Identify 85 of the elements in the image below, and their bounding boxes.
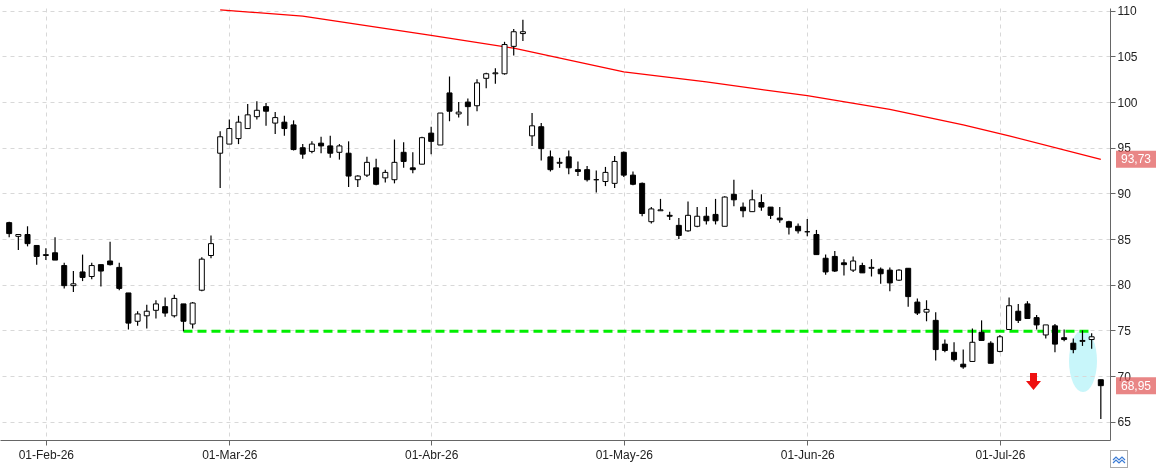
candlestick bbox=[474, 78, 481, 112]
y-tick-label: 105 bbox=[1117, 49, 1138, 64]
candlestick bbox=[840, 258, 847, 277]
candlestick bbox=[712, 198, 719, 226]
candlestick bbox=[226, 118, 233, 145]
candlestick bbox=[547, 149, 554, 173]
x-tick-label: 01-May-26 bbox=[595, 447, 654, 462]
candlestick bbox=[510, 28, 517, 57]
candlestick bbox=[740, 201, 747, 218]
x-tick-label: 01-Mar-26 bbox=[202, 447, 258, 462]
candlestick bbox=[730, 179, 737, 207]
candlestick bbox=[373, 158, 380, 186]
candlestick bbox=[272, 111, 279, 135]
candlestick bbox=[79, 254, 86, 282]
candlestick bbox=[162, 296, 169, 318]
candlestick bbox=[107, 241, 114, 267]
candlestick bbox=[244, 103, 251, 130]
candlestick bbox=[923, 299, 930, 322]
candlestick bbox=[345, 140, 352, 188]
candlestick bbox=[409, 151, 416, 174]
candlestick bbox=[428, 126, 435, 155]
y-tick-label: 100 bbox=[1117, 95, 1138, 110]
candlestick bbox=[1051, 323, 1058, 353]
candlestick bbox=[400, 141, 407, 169]
candlestick bbox=[97, 264, 104, 288]
candlestick bbox=[327, 135, 334, 159]
candlestick bbox=[464, 97, 471, 127]
candlestick bbox=[831, 250, 838, 273]
candlestick bbox=[813, 229, 820, 256]
candlestick bbox=[263, 102, 270, 127]
candlestick bbox=[675, 217, 682, 240]
candlestick bbox=[602, 166, 609, 187]
candlestick bbox=[253, 100, 260, 121]
x-tick-label: 01-Feb-26 bbox=[18, 447, 75, 462]
candlestick bbox=[143, 304, 150, 330]
candlestick bbox=[960, 348, 967, 370]
candlestick bbox=[685, 201, 692, 233]
candlestick bbox=[822, 254, 829, 276]
candlestick bbox=[538, 122, 545, 162]
x-tick-label: 01-Abr-26 bbox=[404, 447, 459, 462]
candlestick bbox=[61, 262, 68, 289]
y-tick-label: 90 bbox=[1117, 186, 1132, 201]
candlestick bbox=[749, 189, 756, 213]
candlestick bbox=[620, 150, 627, 178]
candlestick bbox=[42, 247, 49, 261]
text: 93,73 bbox=[1120, 152, 1152, 167]
candlestick bbox=[217, 130, 224, 189]
candlestick bbox=[1097, 379, 1104, 420]
candlestick bbox=[24, 225, 31, 247]
x-tick-label: 01-Jun-26 bbox=[780, 447, 836, 462]
line-series bbox=[219, 9, 1102, 160]
candlestick bbox=[519, 19, 526, 42]
y-tick-label: 80 bbox=[1117, 278, 1132, 293]
candlestick bbox=[391, 138, 398, 184]
candlestick bbox=[565, 149, 572, 175]
candlestick bbox=[446, 75, 453, 122]
candlestick bbox=[951, 341, 958, 363]
candlestick bbox=[363, 156, 370, 178]
y-tick-label: 85 bbox=[1117, 232, 1132, 247]
candlestick bbox=[318, 136, 325, 154]
candlestick bbox=[180, 303, 187, 332]
candlestick bbox=[281, 115, 288, 137]
candlestick bbox=[886, 266, 893, 292]
candlestick bbox=[33, 244, 40, 266]
candlestick bbox=[574, 160, 581, 177]
candlestick bbox=[529, 112, 536, 147]
candlestick bbox=[969, 327, 976, 363]
candlestick bbox=[611, 155, 618, 189]
candlestick bbox=[978, 319, 985, 342]
candlestick bbox=[207, 234, 214, 259]
y-tick-label: 75 bbox=[1117, 323, 1132, 338]
candlestick bbox=[70, 270, 77, 293]
y-tick-label: 110 bbox=[1117, 4, 1137, 19]
candlestick bbox=[987, 340, 994, 364]
x-tick-label: 01-Jul-26 bbox=[975, 447, 1026, 462]
candlestick bbox=[171, 294, 178, 319]
candlestick bbox=[1006, 296, 1013, 331]
candlestick bbox=[1061, 328, 1068, 342]
y-tick-label: 65 bbox=[1117, 415, 1132, 430]
candlestick bbox=[52, 236, 59, 261]
candlestick bbox=[1015, 303, 1022, 324]
candlestick bbox=[235, 115, 242, 145]
candlestick bbox=[116, 262, 123, 291]
candlestick bbox=[152, 299, 159, 320]
candlestick bbox=[189, 301, 196, 330]
